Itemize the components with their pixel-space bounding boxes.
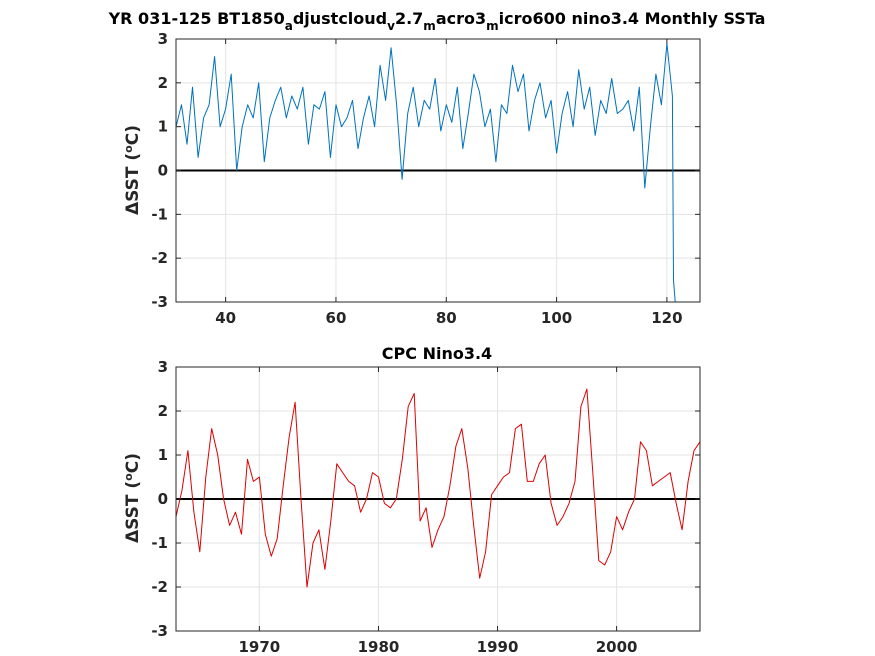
bottom-xtick-label: 2000: [596, 638, 638, 656]
bottom-plot-title: CPC Nino3.4: [382, 344, 492, 363]
top-xtick-label: 100: [541, 309, 572, 327]
top-plot: 3 2 1 0 -1 -2 -3 40 60 80 100 120 YR 031-125 BT1850…: [108, 9, 766, 327]
top-xtick-label: 40: [215, 309, 236, 327]
top-xtick-label: 80: [436, 309, 457, 327]
top-ytick-label: 1: [158, 118, 168, 136]
top-xtick-label: 60: [326, 309, 347, 327]
bottom-ytick-label: -2: [151, 578, 168, 596]
top-plot-title: YR 031-125 BT1850adjustcloudv2.7macro3mi…: [108, 9, 766, 33]
bottom-plot-area: 3 2 1 0 -1 -2 -3 1970 1980 1990 2000: [151, 358, 701, 656]
bottom-xtick-label: 1970: [238, 638, 280, 656]
bottom-ytick-label: -3: [151, 622, 168, 640]
bottom-xtick-label: 1990: [477, 638, 519, 656]
top-ytick-label: -3: [151, 293, 168, 311]
top-plot-area: 3 2 1 0 -1 -2 -3 40 60 80 100 120: [151, 30, 701, 327]
top-ytick-label: 3: [158, 30, 168, 48]
top-xtick-label: 120: [651, 309, 682, 327]
bottom-ytick-label: 3: [158, 358, 168, 376]
top-ytick-label: -1: [151, 205, 168, 223]
bottom-plot-ylabel: ΔSST (oC): [122, 453, 144, 543]
top-ytick-label: 0: [158, 162, 168, 180]
bottom-series-line: [175, 388, 701, 588]
top-ytick-label: 2: [158, 74, 168, 92]
bottom-ytick-label: 0: [158, 490, 168, 508]
bottom-ytick-label: 1: [158, 446, 168, 464]
bottom-ytick-label: 2: [158, 402, 168, 420]
top-series-line: [175, 42, 676, 303]
top-ytick-label: -2: [151, 249, 168, 267]
bottom-xtick-label: 1980: [358, 638, 400, 656]
top-plot-ylabel: ΔSST (oC): [122, 125, 144, 215]
bottom-ytick-label: -1: [151, 534, 168, 552]
bottom-plot: 3 2 1 0 -1 -2 -3 1970 1980 1990 2000 CPC Nino3.4 Δ…: [122, 344, 701, 656]
